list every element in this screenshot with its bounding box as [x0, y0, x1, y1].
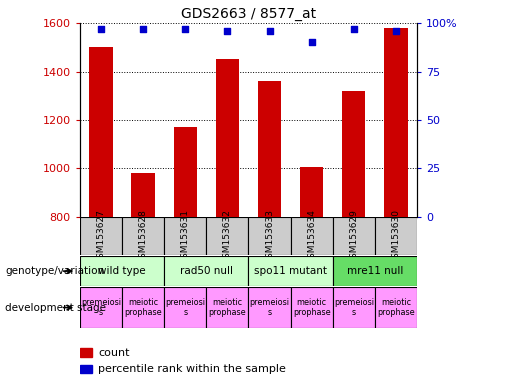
Bar [174, 127, 197, 217]
Bar [80, 365, 92, 373]
Bar [80, 287, 122, 328]
Bar [342, 91, 366, 217]
Bar [290, 217, 333, 255]
Text: GSM153629: GSM153629 [349, 209, 358, 263]
Bar [122, 217, 164, 255]
Bar [164, 287, 207, 328]
Text: count: count [98, 348, 130, 358]
Text: premeiosi
s: premeiosi s [250, 298, 289, 317]
Bar [80, 217, 122, 255]
Text: meiotic
prophase: meiotic prophase [209, 298, 246, 317]
Bar [131, 173, 154, 217]
Point [139, 26, 147, 32]
Bar [80, 349, 92, 357]
Text: premeiosi
s: premeiosi s [165, 298, 205, 317]
Text: spo11 mutant: spo11 mutant [254, 266, 327, 276]
Text: rad50 null: rad50 null [180, 266, 233, 276]
Point [265, 28, 273, 34]
Bar [216, 60, 239, 217]
Text: development stage: development stage [5, 303, 106, 313]
Point [224, 28, 232, 34]
Bar [258, 81, 281, 217]
Text: GSM153628: GSM153628 [139, 209, 148, 263]
Bar [300, 167, 323, 217]
Bar [333, 217, 375, 255]
Bar [333, 287, 375, 328]
Bar [333, 256, 417, 286]
Bar [385, 28, 408, 217]
Text: percentile rank within the sample: percentile rank within the sample [98, 364, 286, 374]
Bar [164, 256, 248, 286]
Bar [207, 287, 249, 328]
Text: meiotic
prophase: meiotic prophase [293, 298, 331, 317]
Bar [248, 287, 290, 328]
Text: premeiosi
s: premeiosi s [334, 298, 374, 317]
Point [181, 26, 190, 32]
Point [392, 28, 400, 34]
Bar [248, 256, 333, 286]
Text: meiotic
prophase: meiotic prophase [124, 298, 162, 317]
Bar [207, 217, 249, 255]
Title: GDS2663 / 8577_at: GDS2663 / 8577_at [181, 7, 316, 21]
Bar [89, 47, 112, 217]
Bar [290, 287, 333, 328]
Bar [80, 256, 164, 286]
Bar [375, 217, 417, 255]
Text: GSM153630: GSM153630 [391, 209, 401, 264]
Text: GSM153632: GSM153632 [223, 209, 232, 263]
Bar [122, 287, 164, 328]
Text: wild type: wild type [98, 266, 146, 276]
Text: mre11 null: mre11 null [347, 266, 403, 276]
Point [97, 26, 105, 32]
Text: GSM153627: GSM153627 [96, 209, 106, 263]
Bar [248, 217, 290, 255]
Text: meiotic
prophase: meiotic prophase [377, 298, 415, 317]
Point [350, 26, 358, 32]
Text: genotype/variation: genotype/variation [5, 266, 104, 276]
Text: GSM153631: GSM153631 [181, 209, 190, 264]
Bar [375, 287, 417, 328]
Text: GSM153633: GSM153633 [265, 209, 274, 264]
Text: GSM153634: GSM153634 [307, 209, 316, 263]
Text: premeiosi
s: premeiosi s [81, 298, 121, 317]
Bar [164, 217, 207, 255]
Point [307, 40, 316, 46]
